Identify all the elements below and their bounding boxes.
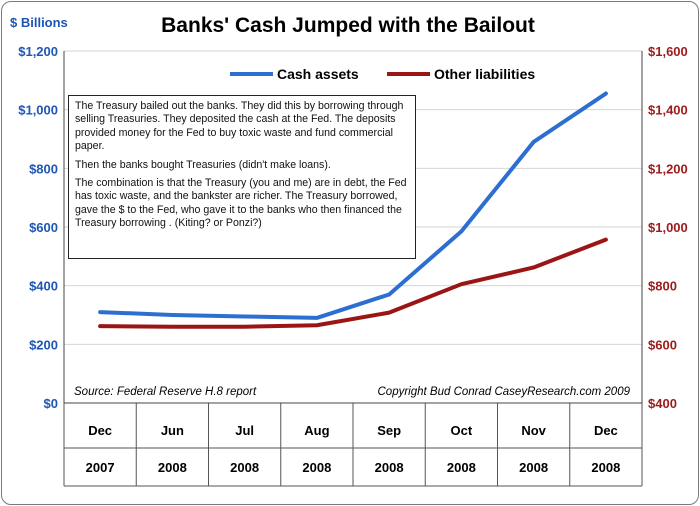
x-tick-month: Jun (161, 423, 184, 438)
x-tick-year: 2007 (86, 460, 115, 475)
y-left-tick-label: $200 (29, 337, 58, 352)
x-tick-month: Dec (88, 423, 112, 438)
y-right-tick-label: $1,400 (648, 103, 688, 118)
y-axis-label: $ Billions (10, 15, 68, 30)
y-right-tick-label: $600 (648, 337, 677, 352)
x-tick-year: 2008 (158, 460, 187, 475)
copyright-note: Copyright Bud Conrad CaseyResearch.com 2… (378, 386, 631, 398)
x-tick-year: 2008 (591, 460, 620, 475)
y-left-tick-label: $1,000 (18, 103, 58, 118)
annotation-box: The Treasury bailed out the banks. They … (68, 95, 416, 259)
y-right-tick-label: $800 (648, 279, 677, 294)
y-left-tick-label: $0 (44, 396, 58, 411)
y-right-tick-label: $1,200 (648, 161, 688, 176)
x-tick-year: 2008 (230, 460, 259, 475)
legend-label: Other liabilities (434, 66, 535, 82)
y-left-tick-label: $600 (29, 220, 58, 235)
series-line-cash-assets (98, 91, 608, 320)
note-paragraph-2: Then the banks bought Treasuries (didn't… (75, 158, 331, 171)
y-left-tick-label: $1,200 (18, 44, 58, 59)
x-tick-month: Dec (594, 423, 618, 438)
x-tick-year: 2008 (375, 460, 404, 475)
x-tick-month: Jul (235, 423, 254, 438)
y-right-tick-label: $400 (648, 396, 677, 411)
x-tick-month: Oct (451, 423, 473, 438)
x-tick-month: Aug (304, 423, 329, 438)
y-left-tick-label: $400 (29, 279, 58, 294)
note-paragraph-3: The combination is that the Treasury (yo… (75, 177, 407, 230)
x-tick-year: 2008 (447, 460, 476, 475)
y-right-tick-label: $1,000 (648, 220, 688, 235)
source-note: Source: Federal Reserve H.8 report (74, 386, 257, 398)
legend-label: Cash assets (277, 66, 359, 82)
x-tick-month: Nov (521, 423, 546, 438)
x-tick-month: Sep (377, 423, 401, 438)
note-paragraph-1: The Treasury bailed out the banks. They … (75, 100, 404, 153)
y-right-tick-label: $1,600 (648, 44, 688, 59)
x-tick-year: 2008 (302, 460, 331, 475)
y-left-tick-label: $800 (29, 161, 58, 176)
series-line-other-liabilities (98, 237, 608, 329)
x-tick-year: 2008 (519, 460, 548, 475)
chart-title: Banks' Cash Jumped with the Bailout (161, 14, 535, 37)
